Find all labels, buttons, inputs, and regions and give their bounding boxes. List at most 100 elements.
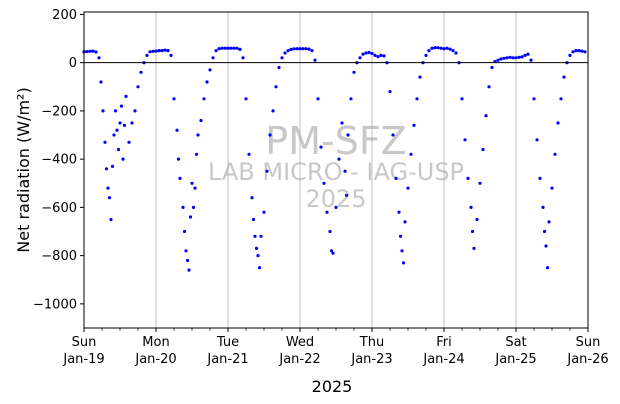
watermark-line-1: PM-SFZ [265,119,406,163]
data-point [517,55,521,59]
data-point [193,186,197,190]
x-tick-date: Jan-21 [206,352,248,367]
data-point [328,229,332,234]
data-point [113,109,118,113]
data-point [181,205,185,209]
data-point [99,80,103,84]
data-point [257,266,262,270]
data-point [394,176,398,180]
data-point [436,46,440,50]
data-point [340,121,344,125]
data-point [202,97,206,101]
data-point [424,53,428,58]
data-point [418,75,422,79]
data-point [313,58,317,62]
data-point [397,210,401,214]
data-point [481,147,485,152]
data-point [427,49,431,53]
data-point [241,56,245,60]
data-point [106,186,110,190]
data-point [194,152,199,156]
data-point [145,53,149,58]
data-point [574,49,578,53]
data-point [349,97,353,101]
data-point [370,51,374,56]
data-point [337,157,341,161]
data-point [571,50,575,54]
data-point [169,53,173,58]
data-point [115,128,119,132]
data-point [286,49,290,53]
data-point [277,65,281,70]
data-point [439,46,443,50]
data-point [559,97,563,101]
data-point [122,123,127,127]
x-tick-date: Jan-25 [494,352,536,367]
data-point [232,46,236,50]
data-point [361,52,365,56]
data-point [292,47,296,51]
data-point [119,104,124,108]
data-point [307,47,311,51]
x-tick-date: Jan-22 [278,352,320,367]
data-point [329,249,334,253]
data-point [568,53,572,58]
data-point [295,47,299,51]
data-point [190,181,194,185]
data-point [556,121,560,125]
data-point [154,49,158,53]
data-point [496,58,500,62]
data-point [451,49,455,53]
data-point [343,169,347,173]
data-point [460,97,464,101]
data-point [160,49,164,53]
x-tick-date: Jan-19 [62,352,104,367]
x-tick-day: Sun [576,335,601,350]
y-tick-label: −400 [41,153,77,168]
data-point [136,85,140,89]
data-point [398,234,403,238]
data-point [88,49,92,53]
data-point [148,50,152,54]
data-point [334,205,338,209]
data-point [182,229,187,234]
data-point [325,210,329,214]
data-point [538,176,542,180]
x-tick-date: Jan-23 [350,352,392,367]
data-point [562,75,566,79]
data-point [577,49,581,53]
data-point [520,55,524,59]
data-point [188,215,193,219]
data-point [376,55,380,59]
data-point [97,56,101,60]
data-point [301,47,305,51]
data-point [254,246,259,250]
data-point [220,46,224,50]
vertical-gridlines [155,12,517,328]
data-point [364,51,368,55]
data-point [250,196,254,200]
data-point [91,49,95,53]
x-tick-day: Thu [359,335,384,350]
data-point [472,246,476,250]
data-point [94,50,98,54]
data-point [184,249,188,253]
data-point [523,53,527,58]
data-point [187,268,191,272]
data-point [253,234,257,238]
y-tick-label: 0 [69,56,77,71]
data-point [535,138,539,142]
data-point [217,47,221,51]
data-point [121,157,125,161]
data-point [319,145,323,149]
x-tick-day: Tue [216,335,239,350]
data-point [268,133,272,137]
x-tick-date: Jan-20 [134,352,176,367]
watermark-line-2: LAB MICRO - IAG-USP [208,158,464,186]
data-point [133,109,137,113]
data-point [499,57,503,61]
data-point [235,46,239,50]
data-point [226,46,230,50]
data-point [367,50,371,55]
data-point [511,56,515,60]
